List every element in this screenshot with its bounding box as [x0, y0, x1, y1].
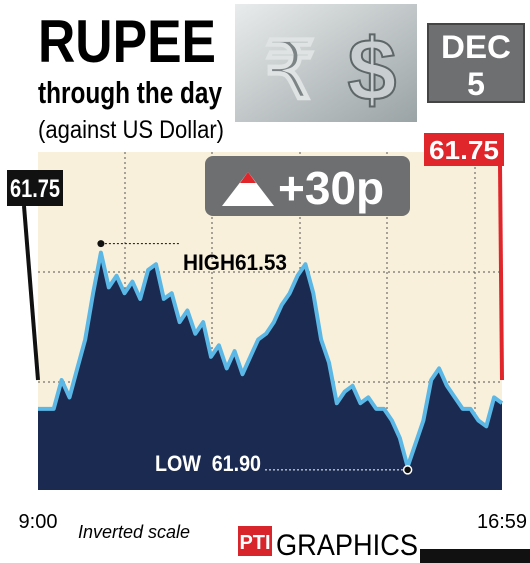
- footer-bar: [420, 549, 530, 563]
- close-leader: [498, 164, 504, 381]
- high-value: 61.53: [235, 250, 287, 275]
- x-tick-label: 9:00: [19, 511, 58, 533]
- source: GRAPHICS: [276, 529, 418, 562]
- low-label: LOW: [155, 451, 201, 476]
- close-box: [424, 133, 504, 166]
- high-annotation: HIGH61.53: [183, 250, 287, 275]
- dollar-symbol: $: [348, 20, 397, 119]
- line: [38, 250, 504, 469]
- logo-box: [238, 526, 272, 556]
- high-dot: [97, 240, 105, 248]
- rupee-symbol: ₹: [265, 26, 316, 115]
- up-triangle: [222, 172, 274, 206]
- open-box: [7, 170, 63, 206]
- high-label: HIGH: [183, 250, 235, 275]
- open-leader: [22, 205, 40, 381]
- close-label: 61.75: [429, 135, 499, 165]
- date-month: DEC: [441, 29, 511, 65]
- x-tick-label: 16:59: [477, 511, 527, 533]
- low-dot: [402, 465, 413, 475]
- area: [38, 252, 502, 490]
- chart-note: (against US Dollar): [38, 116, 224, 144]
- chart-title: RUPEE: [38, 8, 216, 75]
- currency-image: [235, 4, 417, 122]
- date-day: 5: [467, 66, 485, 102]
- source-logo: PTI: [239, 532, 270, 554]
- scale-note: Inverted scale: [78, 522, 190, 542]
- up-triangle-tip: [240, 172, 256, 183]
- chart-subtitle: through the day: [38, 75, 223, 110]
- low-value: 61.90: [212, 451, 261, 476]
- date-box: [427, 23, 525, 103]
- open-label: 61.75: [10, 175, 60, 203]
- low-annotation: LOW 61.90: [155, 451, 261, 476]
- plot: [38, 250, 504, 490]
- change-label: +30p: [278, 162, 384, 214]
